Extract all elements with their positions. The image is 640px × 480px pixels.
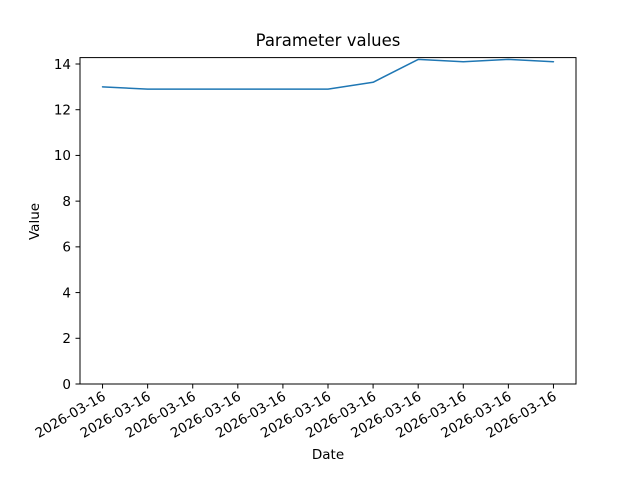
y-tick-label: 12: [54, 103, 71, 119]
y-tick-label: 10: [54, 148, 71, 164]
data-line-parameter-values: [101, 58, 555, 90]
plot-frame: [79, 57, 577, 385]
chart-title: Parameter values: [255, 31, 401, 50]
x-axis-label: Date: [311, 447, 345, 463]
y-tick-label: 14: [54, 57, 71, 73]
y-axis-label: Value: [27, 202, 43, 240]
y-tick-label: 6: [62, 240, 71, 256]
y-tick-label: 4: [62, 285, 71, 301]
y-tick-label: 8: [62, 194, 71, 210]
y-tick-label: 2: [62, 331, 71, 347]
y-tick-label: 0: [62, 377, 71, 393]
